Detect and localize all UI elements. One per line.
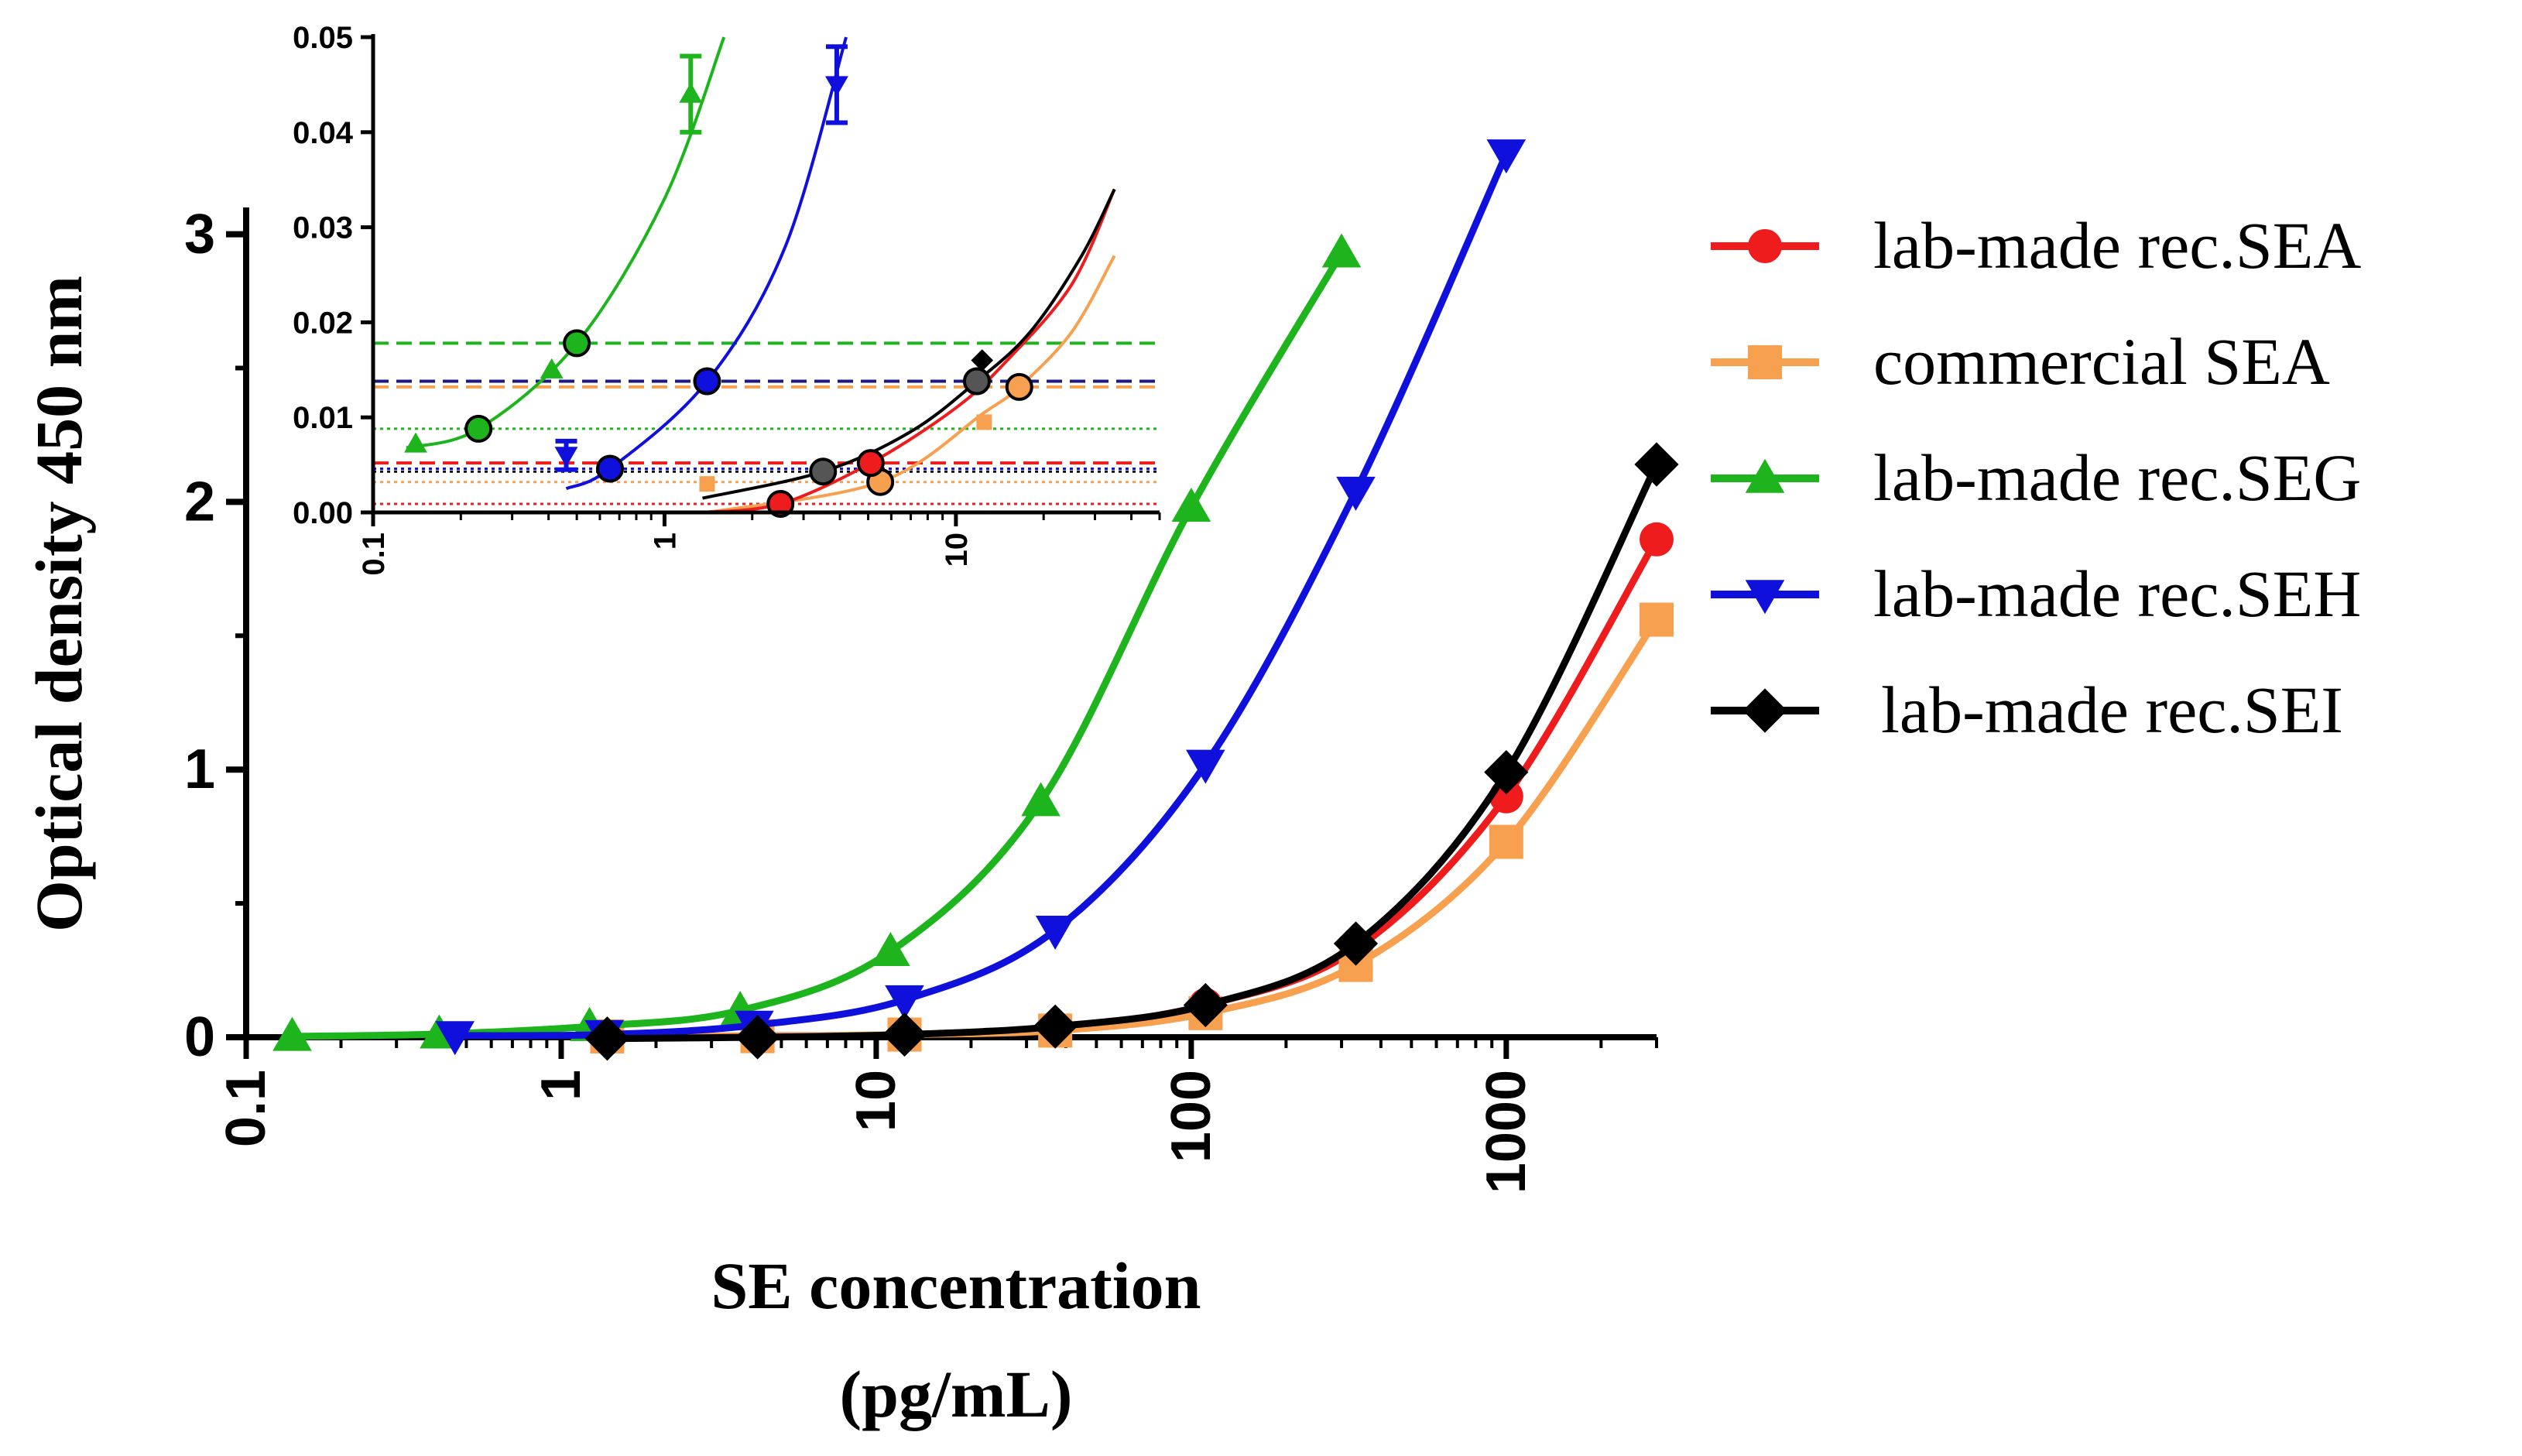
data-point xyxy=(1021,782,1061,817)
inset-marker xyxy=(596,454,625,483)
inset-y-tick-label: 0.02 xyxy=(293,306,353,340)
x-tick-label: 1000 xyxy=(1475,1070,1537,1194)
legend-label: commercial SEA xyxy=(1873,324,2330,399)
x-axis-title-units: (pg/mL) xyxy=(840,1357,1073,1431)
inset-marker xyxy=(824,76,848,97)
data-point xyxy=(1171,488,1211,522)
inset-y-tick-label: 0.05 xyxy=(293,21,353,55)
data-point xyxy=(1336,476,1376,511)
legend: lab-made rec.SEA commercial SEA lab-made r… xyxy=(1711,208,2361,747)
legend-marker xyxy=(1742,688,1787,733)
inset-marker xyxy=(679,82,703,103)
inset-marker xyxy=(971,349,994,372)
inset-marker xyxy=(976,414,992,430)
legend-label: lab-made rec.SEA xyxy=(1873,208,2361,283)
inset-marker xyxy=(404,432,427,453)
series-line xyxy=(292,251,1345,1040)
inset-marker xyxy=(540,358,564,379)
series-4 xyxy=(584,442,1679,1061)
data-point xyxy=(1634,442,1679,487)
inset-x-tick-label: 0.1 xyxy=(357,533,391,576)
inset-marker xyxy=(563,329,591,358)
data-point xyxy=(1484,750,1529,795)
inset-marker xyxy=(693,367,721,396)
legend-marker xyxy=(1748,229,1782,263)
x-tick-label: 100 xyxy=(1160,1070,1222,1163)
x-axis-title: SE concentration xyxy=(711,1249,1201,1323)
data-point xyxy=(1321,233,1362,268)
series-line xyxy=(454,152,1509,1040)
data-point xyxy=(1033,1004,1078,1049)
inset-curve xyxy=(565,36,848,491)
inset-y-tick-label: 0.01 xyxy=(293,401,353,435)
series-line xyxy=(607,463,1660,1043)
main-plot: 0 1 2 3 0.1 1 10 100 1000 SE concentration (pg/mL)… xyxy=(22,139,1679,1431)
inset-curves xyxy=(406,36,1116,514)
data-point xyxy=(882,1012,927,1057)
data-point xyxy=(1489,824,1523,859)
y-tick-label: 0 xyxy=(184,1006,215,1068)
series-2 xyxy=(272,233,1362,1051)
data-point xyxy=(1640,522,1674,557)
legend-marker xyxy=(1748,345,1782,379)
inset-y-tick-label: 0.03 xyxy=(293,211,353,245)
inset-marker xyxy=(464,414,493,443)
inset-marker xyxy=(809,457,838,486)
data-point xyxy=(1183,982,1228,1028)
inset-marker xyxy=(766,489,795,518)
y-axis-title: Optical density 450 nm xyxy=(22,276,96,932)
inset-marker xyxy=(1005,372,1033,401)
inset-marker xyxy=(962,367,991,396)
inset-plot: 0.00 0.01 0.02 0.03 0.04 0.05 0.1 1 10 xyxy=(293,21,1161,576)
x-tick-label: 10 xyxy=(845,1070,907,1132)
y-tick-label: 1 xyxy=(184,738,215,800)
data-point xyxy=(1640,602,1674,637)
data-point xyxy=(1486,139,1527,174)
inset-points xyxy=(404,44,1033,518)
legend-marker xyxy=(1745,458,1785,493)
inset-y-tick-label: 0.04 xyxy=(293,116,354,150)
legend-label: lab-made rec.SEG xyxy=(1873,440,2361,515)
legend-marker xyxy=(1745,580,1785,615)
y-tick-label: 3 xyxy=(184,204,215,266)
inset-marker xyxy=(699,476,715,492)
x-tick-label: 1 xyxy=(530,1070,592,1101)
data-point xyxy=(1186,749,1225,784)
series-3 xyxy=(435,139,1527,1056)
inset-y-tick-label: 0.00 xyxy=(293,496,353,530)
data-point xyxy=(435,1021,475,1056)
legend-label: lab-made rec.SEH xyxy=(1873,557,2361,631)
legend-label: lab-made rec.SEI xyxy=(1881,673,2343,747)
y-tick-label: 2 xyxy=(184,471,215,533)
inset-marker xyxy=(856,449,885,478)
series-1 xyxy=(590,602,1674,1053)
inset-x-tick-label: 10 xyxy=(940,533,974,567)
data-point xyxy=(272,1016,312,1051)
data-point xyxy=(584,1016,630,1061)
x-tick-label: 0.1 xyxy=(215,1070,277,1147)
data-point xyxy=(1333,921,1379,966)
inset-marker xyxy=(554,447,578,468)
data-point xyxy=(1035,915,1075,950)
inset-curve xyxy=(707,255,1116,514)
inset-x-tick-label: 1 xyxy=(648,533,682,550)
data-point xyxy=(871,932,910,967)
data-point xyxy=(885,985,924,1019)
data-point xyxy=(735,1015,780,1060)
